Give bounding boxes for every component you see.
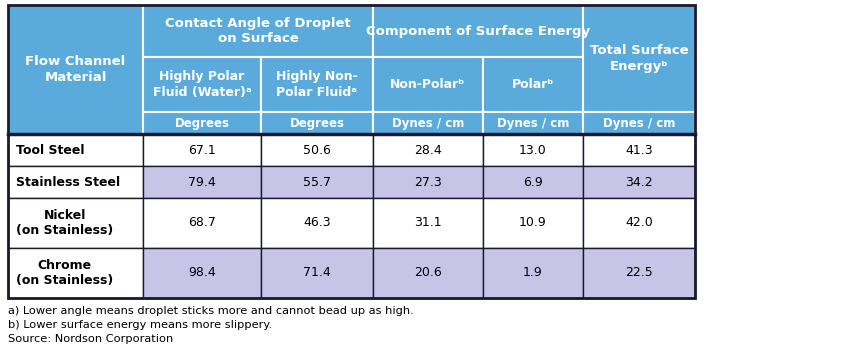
Bar — [582, 5, 694, 112]
Bar — [372, 198, 483, 248]
Bar — [372, 248, 483, 298]
Text: 28.4: 28.4 — [414, 143, 441, 156]
Text: 13.0: 13.0 — [518, 143, 546, 156]
Bar — [8, 248, 143, 298]
Bar — [8, 166, 143, 198]
Text: Highly Non-
Polar Fluidᵃ: Highly Non- Polar Fluidᵃ — [276, 70, 358, 99]
Text: Dynes / cm: Dynes / cm — [602, 117, 674, 130]
Bar — [372, 134, 483, 166]
Bar — [261, 248, 372, 298]
Bar — [8, 5, 694, 298]
Bar — [261, 112, 372, 134]
Text: Dynes / cm: Dynes / cm — [496, 117, 569, 130]
Bar — [143, 198, 261, 248]
Bar — [8, 5, 143, 134]
Text: 34.2: 34.2 — [625, 176, 652, 189]
Text: Flow Channel
Material: Flow Channel Material — [25, 55, 126, 84]
Text: 20.6: 20.6 — [414, 266, 441, 279]
Bar — [582, 112, 694, 134]
Text: b) Lower surface energy means more slippery.: b) Lower surface energy means more slipp… — [8, 320, 272, 330]
Text: 42.0: 42.0 — [625, 216, 652, 230]
Text: 41.3: 41.3 — [625, 143, 652, 156]
Bar — [261, 57, 372, 112]
Bar — [143, 112, 261, 134]
Text: Tool Steel: Tool Steel — [16, 143, 84, 156]
Bar — [582, 248, 694, 298]
Bar — [372, 112, 483, 134]
Text: 6.9: 6.9 — [522, 176, 542, 189]
Bar — [143, 134, 261, 166]
Bar — [372, 5, 582, 57]
Bar — [582, 166, 694, 198]
Text: Stainless Steel: Stainless Steel — [16, 176, 120, 189]
Text: Non-Polarᵇ: Non-Polarᵇ — [390, 78, 465, 91]
Bar — [143, 57, 261, 112]
Text: Source: Nordson Corporation: Source: Nordson Corporation — [8, 334, 173, 344]
Text: Nickel
(on Stainless): Nickel (on Stainless) — [16, 209, 113, 237]
Bar — [143, 166, 261, 198]
Text: 68.7: 68.7 — [188, 216, 216, 230]
Text: 10.9: 10.9 — [518, 216, 546, 230]
Text: Total Surface
Energyᵇ: Total Surface Energyᵇ — [589, 44, 688, 73]
Text: Degrees: Degrees — [175, 117, 230, 130]
Text: Degrees: Degrees — [289, 117, 344, 130]
Text: Contact Angle of Droplet
on Surface: Contact Angle of Droplet on Surface — [165, 17, 350, 45]
Bar — [372, 166, 483, 198]
Bar — [483, 112, 582, 134]
Text: 55.7: 55.7 — [303, 176, 331, 189]
Text: 98.4: 98.4 — [188, 266, 215, 279]
Text: 27.3: 27.3 — [414, 176, 441, 189]
Bar — [372, 57, 483, 112]
Bar — [582, 134, 694, 166]
Bar — [8, 198, 143, 248]
Text: 31.1: 31.1 — [414, 216, 441, 230]
Bar — [483, 134, 582, 166]
Text: 46.3: 46.3 — [303, 216, 330, 230]
Bar — [483, 166, 582, 198]
Bar — [8, 134, 143, 166]
Bar — [483, 57, 582, 112]
Text: 67.1: 67.1 — [188, 143, 215, 156]
Text: 1.9: 1.9 — [522, 266, 542, 279]
Text: Chrome
(on Stainless): Chrome (on Stainless) — [16, 259, 113, 287]
Text: Dynes / cm: Dynes / cm — [392, 117, 463, 130]
Text: 79.4: 79.4 — [188, 176, 215, 189]
Bar — [582, 198, 694, 248]
Bar — [483, 198, 582, 248]
Bar — [261, 198, 372, 248]
Text: 50.6: 50.6 — [303, 143, 331, 156]
Text: Highly Polar
Fluid (Water)ᵃ: Highly Polar Fluid (Water)ᵃ — [153, 70, 251, 99]
Text: a) Lower angle means droplet sticks more and cannot bead up as high.: a) Lower angle means droplet sticks more… — [8, 306, 414, 316]
Text: 22.5: 22.5 — [625, 266, 652, 279]
Bar — [143, 5, 372, 57]
Bar — [143, 248, 261, 298]
Bar — [483, 248, 582, 298]
Text: Component of Surface Energy: Component of Surface Energy — [365, 25, 589, 38]
Bar — [261, 166, 372, 198]
Bar — [261, 134, 372, 166]
Text: Polarᵇ: Polarᵇ — [511, 78, 554, 91]
Text: 71.4: 71.4 — [303, 266, 331, 279]
